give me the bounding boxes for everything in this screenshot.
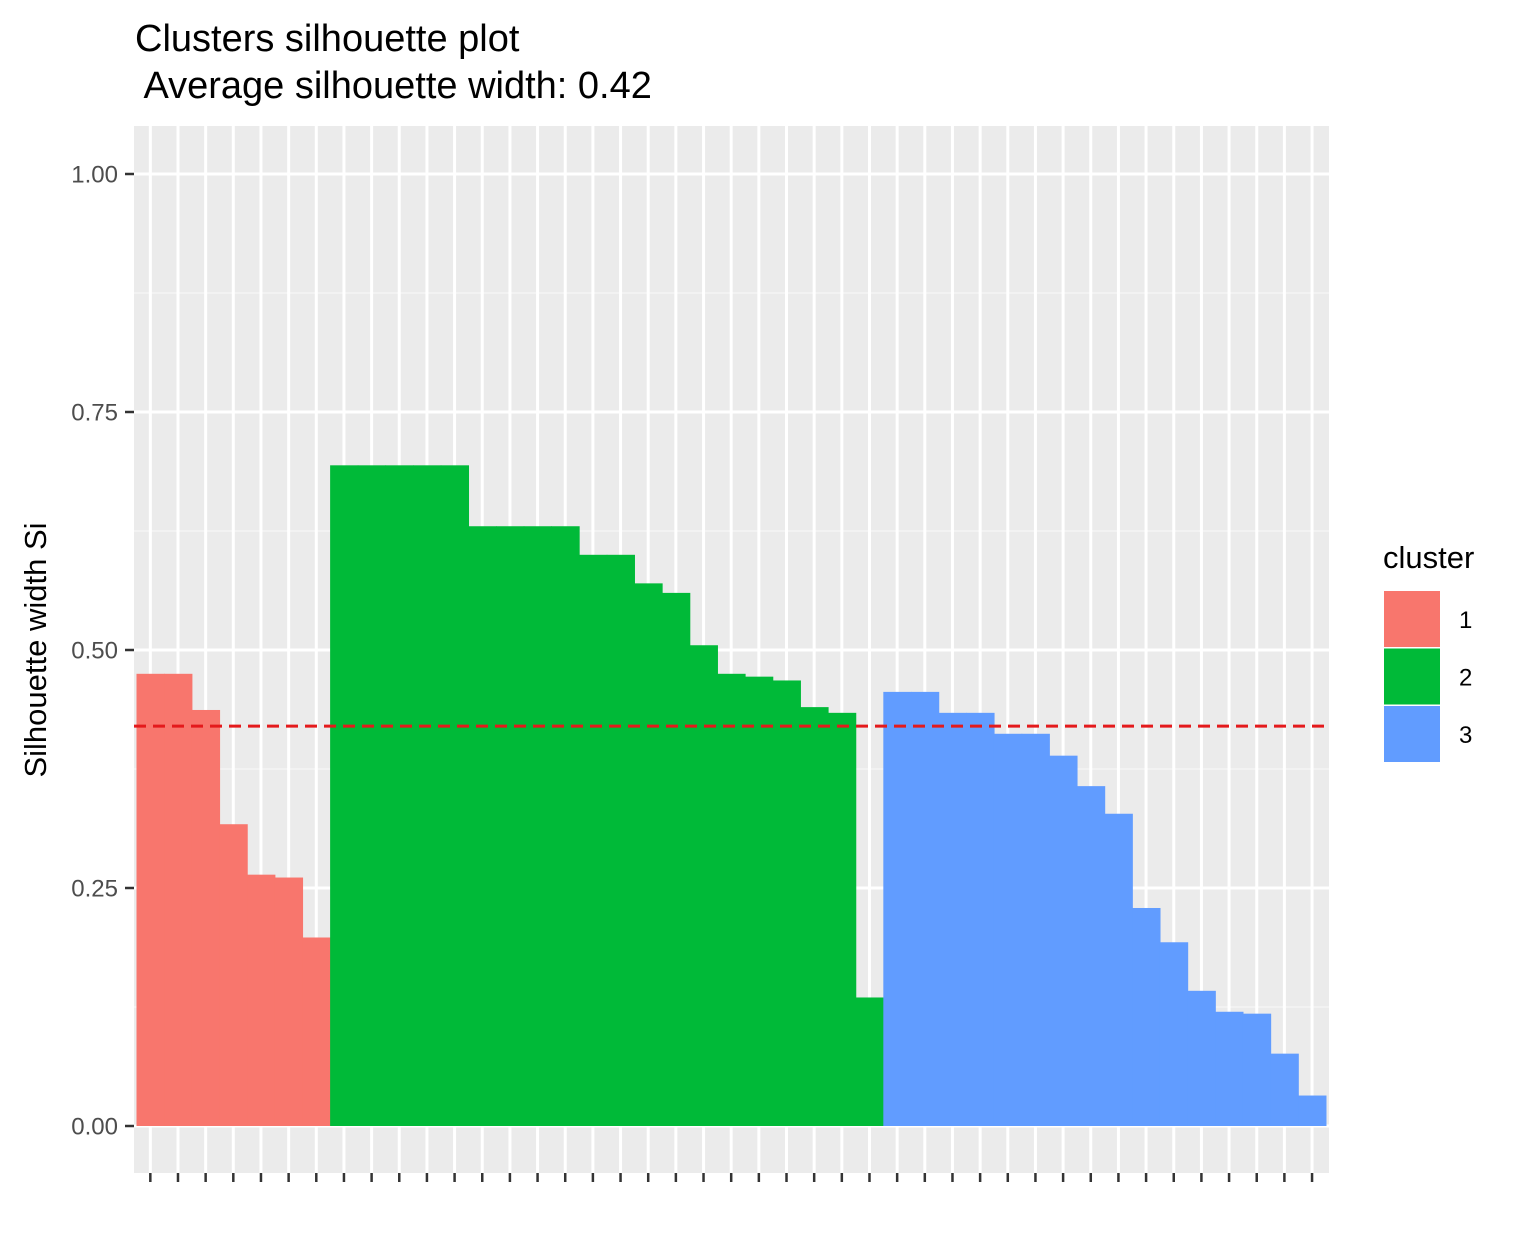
bar-cluster-3: [993, 733, 1023, 1126]
bar-cluster-2: [717, 673, 746, 1126]
bar-cluster-2: [468, 526, 497, 1126]
bar-cluster-1: [247, 874, 276, 1126]
bar-cluster-2: [689, 645, 718, 1126]
bar-cluster-2: [496, 526, 525, 1126]
bar-cluster-1: [219, 824, 248, 1126]
bar-cluster-2: [634, 583, 663, 1126]
legend-label-2: 2: [1459, 665, 1472, 692]
bar-cluster-3: [1104, 813, 1133, 1126]
legend-key-2: [1384, 648, 1440, 705]
legend-label-1: 1: [1459, 607, 1472, 634]
legend-key-1: [1384, 591, 1440, 647]
bar-cluster-2: [413, 465, 442, 1126]
bar-cluster-3: [1159, 942, 1189, 1126]
bar-cluster-3: [966, 712, 995, 1126]
bar-cluster-3: [938, 712, 967, 1126]
chart-title: Clusters silhouette plot: [135, 18, 520, 60]
bar-cluster-2: [330, 465, 359, 1126]
legend: cluster 1 2 3: [1383, 540, 1474, 762]
bar-cluster-2: [440, 465, 470, 1126]
bar-cluster-2: [800, 707, 829, 1126]
y-tick-label: 1.00: [71, 162, 118, 189]
bar-cluster-3: [1270, 1053, 1299, 1126]
bar-cluster-2: [523, 526, 552, 1126]
bar-cluster-3: [1242, 1013, 1272, 1126]
legend-key-3: [1384, 706, 1440, 762]
bar-cluster-2: [828, 712, 857, 1126]
bar-cluster-3: [1021, 733, 1050, 1126]
bar-cluster-3: [1049, 755, 1078, 1126]
bar-cluster-3: [883, 691, 912, 1126]
bar-cluster-2: [551, 526, 580, 1126]
y-axis-ticks: 0.00 0.25 0.50 0.75 1.00: [71, 162, 134, 1141]
bar-cluster-1: [164, 673, 193, 1126]
bar-cluster-1: [191, 709, 221, 1126]
bar-cluster-3: [1215, 1011, 1244, 1126]
bar-cluster-2: [357, 465, 387, 1126]
chart-subtitle: Average silhouette width: 0.42: [135, 65, 652, 107]
bar-cluster-2: [745, 676, 774, 1126]
y-tick-label: 0.00: [71, 1114, 118, 1141]
bar-cluster-3: [1132, 907, 1161, 1126]
bar-cluster-3: [910, 691, 940, 1126]
y-axis-label: Silhouette width Si: [18, 522, 53, 777]
y-tick-label: 0.75: [71, 400, 118, 427]
bar-cluster-2: [579, 554, 608, 1126]
x-axis-ticks: [149, 1173, 1314, 1182]
bar-cluster-1: [302, 937, 331, 1126]
bar-cluster-1: [136, 673, 165, 1126]
y-tick-label: 0.50: [71, 638, 118, 665]
bar-cluster-3: [1298, 1095, 1327, 1126]
bar-cluster-2: [772, 680, 801, 1126]
bar-cluster-1: [274, 877, 304, 1126]
bar-cluster-2: [606, 554, 635, 1126]
bar-cluster-2: [662, 592, 691, 1126]
legend-label-3: 3: [1459, 722, 1472, 749]
legend-title: cluster: [1383, 540, 1474, 575]
legend-entries: 1 2 3: [1384, 591, 1472, 762]
bars: [136, 465, 1327, 1126]
y-tick-label: 0.25: [71, 876, 118, 903]
bar-cluster-2: [855, 997, 884, 1126]
bar-cluster-2: [385, 465, 414, 1126]
bar-cluster-3: [1076, 786, 1106, 1126]
bar-cluster-3: [1187, 990, 1216, 1126]
